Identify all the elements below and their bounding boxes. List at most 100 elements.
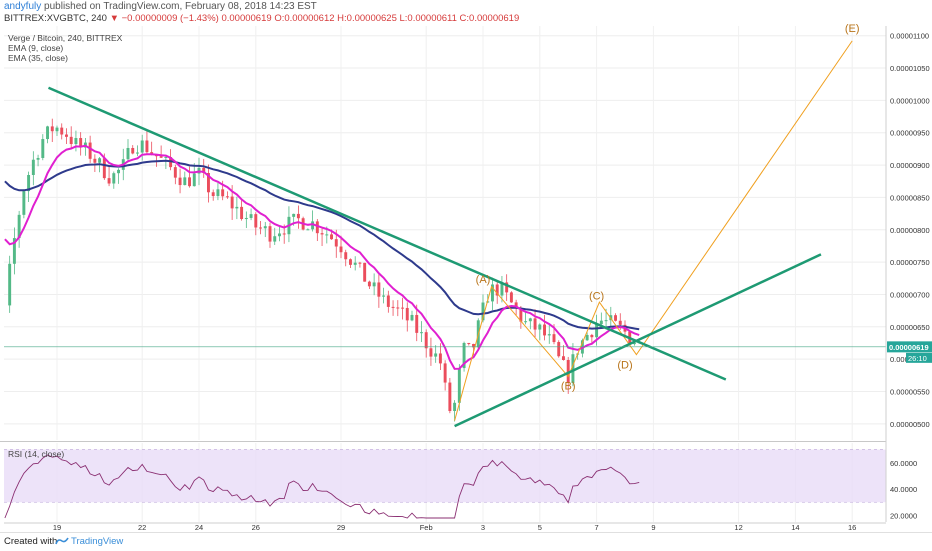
candle-body bbox=[405, 307, 409, 321]
time-tick-label: 9 bbox=[651, 523, 655, 532]
candle-body bbox=[618, 320, 622, 325]
candle-body bbox=[55, 127, 59, 132]
wave-label: (A) bbox=[476, 274, 491, 286]
time-tick-label: 14 bbox=[791, 523, 799, 532]
candle-body bbox=[552, 334, 556, 343]
price-tick-label: 0.00000550 bbox=[890, 387, 930, 396]
candle-body bbox=[211, 192, 215, 197]
trendline-lower[interactable] bbox=[454, 253, 822, 428]
candle-body bbox=[263, 226, 267, 229]
rsi-tick-label: 60.0000 bbox=[890, 459, 917, 468]
candle-body bbox=[259, 227, 263, 229]
trendline-upper[interactable] bbox=[47, 86, 727, 381]
author-link[interactable]: andyfuly bbox=[4, 1, 42, 12]
candle-body bbox=[448, 382, 452, 412]
candle-body bbox=[443, 363, 447, 383]
candle-body bbox=[557, 342, 561, 357]
candle-body bbox=[230, 196, 234, 209]
candle-body bbox=[22, 191, 26, 215]
rsi-axis[interactable]: 60.0000 40.0000 20.0000 bbox=[890, 459, 917, 521]
candle-body bbox=[107, 178, 111, 184]
candle-body bbox=[396, 307, 400, 309]
last-price-text: 0.00000619 bbox=[221, 13, 272, 24]
candle-body bbox=[50, 126, 54, 132]
candle-body bbox=[415, 314, 419, 333]
candle-body bbox=[315, 221, 319, 234]
change-text: ▼ −0.00000009 (−1.43%) bbox=[109, 13, 219, 24]
candle-body bbox=[178, 177, 182, 186]
price-tick-label: 0.00000900 bbox=[890, 161, 930, 170]
candle-body bbox=[41, 139, 45, 158]
time-tick-label: 26 bbox=[252, 523, 260, 532]
candle-body bbox=[117, 169, 121, 174]
candle-body bbox=[500, 282, 504, 296]
candle-body bbox=[164, 157, 168, 159]
price-tick-label: 0.00000500 bbox=[890, 420, 930, 429]
candle-body bbox=[150, 152, 154, 154]
candle-body bbox=[126, 147, 130, 160]
candle-body bbox=[102, 158, 106, 179]
candle-body bbox=[538, 324, 542, 330]
candle-body bbox=[140, 140, 144, 153]
candle-body bbox=[514, 302, 518, 309]
candle-body bbox=[571, 354, 575, 383]
candle-body bbox=[320, 233, 324, 235]
tradingview-logo-icon bbox=[55, 537, 69, 545]
candle-body bbox=[325, 234, 329, 236]
price-tick-label: 0.00001100 bbox=[890, 32, 929, 41]
candle-body bbox=[353, 262, 357, 265]
time-axis[interactable]: 19 22 24 26 29 Feb 3 5 7 9 12 14 16 bbox=[4, 522, 886, 532]
price-axis[interactable]: 0.00001100 0.00001050 0.00001000 0.00000950… bbox=[885, 26, 930, 522]
candle-body bbox=[131, 147, 135, 154]
candle-body bbox=[206, 173, 210, 193]
legend-ema35: EMA (35, close) bbox=[8, 53, 68, 63]
candle-body bbox=[585, 334, 589, 341]
candle-body bbox=[60, 127, 64, 135]
candle-body bbox=[98, 158, 102, 163]
candle-body bbox=[434, 353, 438, 357]
candle-body bbox=[509, 292, 513, 303]
time-tick-label: 7 bbox=[595, 523, 599, 532]
candle-body bbox=[363, 262, 367, 282]
candle-body bbox=[173, 167, 177, 178]
candle-body bbox=[292, 213, 296, 217]
price-tag-label: 0.00000619 bbox=[889, 343, 929, 352]
candle-body bbox=[561, 356, 565, 360]
legend-symbol: Verge / Bitcoin, 240, BITTREX bbox=[8, 33, 123, 43]
rsi-tick-label: 20.0000 bbox=[890, 511, 917, 520]
candle-body bbox=[519, 308, 523, 322]
time-tick-label: 12 bbox=[734, 523, 742, 532]
price-tick-label: 0.00001050 bbox=[890, 64, 930, 73]
candle-body bbox=[12, 238, 16, 264]
price-tick-label: 0.00000700 bbox=[890, 290, 930, 299]
symbol-info-bar: BITTREX:XVGBTC, 240 ▼ −0.00000009 (−1.43… bbox=[4, 13, 519, 25]
time-tick-label: 22 bbox=[138, 523, 146, 532]
candle-body bbox=[249, 214, 253, 218]
wave-labels: (A) (B) (C) (D) (E) bbox=[476, 23, 860, 393]
candle-body bbox=[505, 282, 509, 293]
candle-body bbox=[604, 320, 608, 322]
rsi-band bbox=[4, 449, 886, 503]
price-tick-label: 0.00001000 bbox=[890, 96, 930, 105]
price-tick-label: 0.00000850 bbox=[890, 193, 930, 202]
wave-path bbox=[454, 40, 853, 421]
candle-body bbox=[188, 177, 192, 187]
candle-body bbox=[547, 334, 551, 336]
main-grid bbox=[0, 26, 886, 442]
wave-label: (B) bbox=[561, 381, 576, 393]
candle-body bbox=[27, 174, 31, 192]
candle-body bbox=[590, 334, 594, 338]
rsi-line bbox=[4, 454, 640, 519]
candle-body bbox=[202, 167, 206, 174]
footer-bar: Created with TradingView bbox=[0, 532, 932, 551]
candle-body bbox=[457, 368, 461, 403]
legend-ema9: EMA (9, close) bbox=[8, 43, 64, 53]
candle-body bbox=[145, 140, 149, 153]
candle-body bbox=[481, 302, 485, 321]
footer-brand-link[interactable]: TradingView bbox=[71, 536, 124, 547]
candle-body bbox=[277, 233, 281, 237]
candle-body bbox=[438, 353, 442, 364]
candle-body bbox=[268, 226, 272, 242]
